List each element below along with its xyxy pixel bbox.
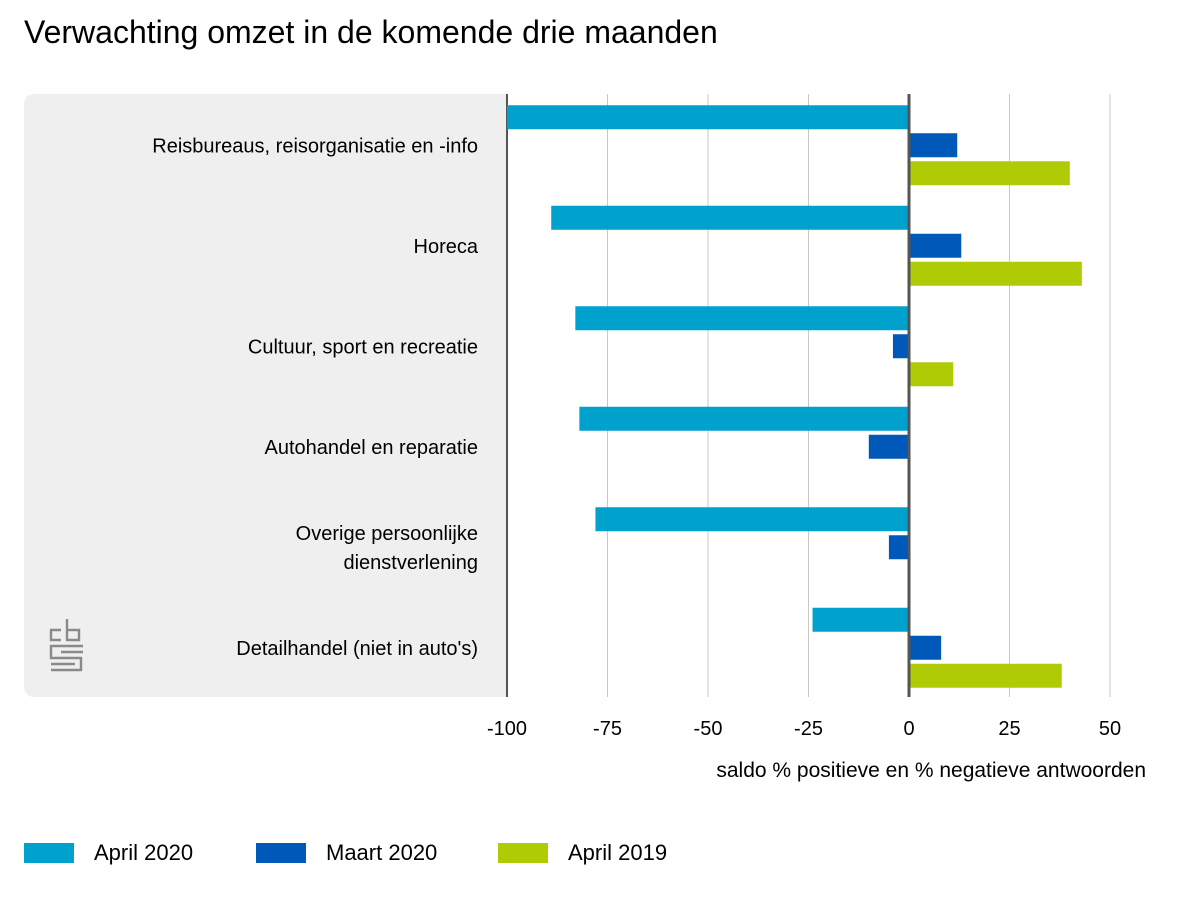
bar (909, 663, 1062, 688)
legend-item: April 2019 (498, 840, 698, 866)
bar (909, 161, 1070, 186)
bar (575, 306, 909, 331)
chart-title: Verwachting omzet in de komende drie maa… (24, 14, 718, 50)
x-tick-label: 0 (903, 718, 914, 740)
category-label: dienstverlening (343, 552, 478, 574)
bar (909, 362, 954, 387)
x-tick-label: 25 (998, 718, 1020, 740)
bar (909, 233, 962, 258)
category-label: Detailhandel (niet in auto's) (236, 638, 478, 660)
x-tick-label: 50 (1099, 718, 1121, 740)
legend-swatch (256, 843, 306, 863)
legend-swatch (498, 843, 548, 863)
category-label: Horeca (414, 236, 479, 258)
bar-chart: Reisbureaus, reisorganisatie en -info Hor… (24, 94, 1150, 782)
cbs-logo-icon (49, 619, 83, 672)
x-axis-title: saldo % positieve en % negatieve antwoor… (716, 759, 1146, 782)
legend-label: April 2019 (568, 840, 668, 865)
bar (507, 105, 909, 130)
x-tick-label: -75 (593, 718, 622, 740)
x-tick-label: -25 (794, 718, 823, 740)
bar (579, 406, 909, 431)
bar (868, 434, 909, 459)
bar (909, 635, 942, 660)
legend-item: April 2020 (24, 840, 256, 866)
category-label: Overige persoonlijke (296, 523, 478, 545)
bar (909, 133, 958, 158)
legend: April 2020 Maart 2020 April 2019 (24, 836, 698, 870)
bar (551, 205, 909, 230)
bar (888, 535, 909, 560)
bar (909, 261, 1082, 286)
bar (892, 334, 909, 359)
bar (812, 607, 909, 632)
plot-area (507, 94, 1150, 697)
category-label: Autohandel en reparatie (265, 437, 479, 459)
x-tick-label: -50 (694, 718, 723, 740)
category-label: Cultuur, sport en recreatie (248, 336, 478, 358)
legend-swatch (24, 843, 74, 863)
legend-label: Maart 2020 (326, 840, 438, 865)
legend-label: April 2020 (94, 840, 194, 865)
label-panel (24, 94, 515, 697)
x-tick-label: -100 (487, 718, 527, 740)
bar (595, 507, 909, 532)
legend-item: Maart 2020 (256, 840, 498, 866)
category-label: Reisbureaus, reisorganisatie en -info (152, 135, 478, 157)
